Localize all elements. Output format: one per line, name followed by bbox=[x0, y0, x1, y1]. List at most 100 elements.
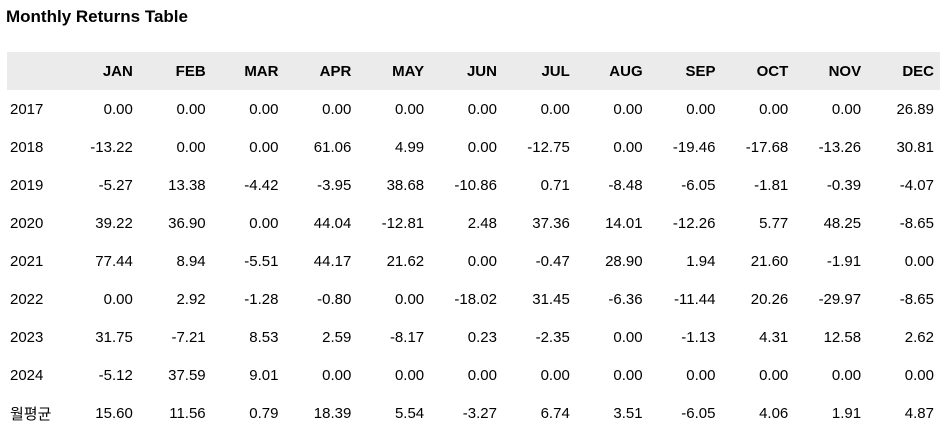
return-value: 0.00 bbox=[249, 214, 279, 232]
monthly-returns-table: JAN FEB MAR APR MAY JUN JUL AUG SEP OCT NOV DEC 201… bbox=[7, 52, 940, 432]
return-value: 2.48 bbox=[467, 214, 497, 232]
return-value: 20.26 bbox=[750, 290, 789, 308]
return-value: 0.71 bbox=[540, 176, 570, 194]
return-value: -10.86 bbox=[454, 176, 497, 194]
return-value: 1.94 bbox=[686, 252, 716, 270]
return-value: -7.21 bbox=[171, 328, 206, 346]
return-value: -8.48 bbox=[608, 176, 643, 194]
return-value: -19.46 bbox=[672, 138, 716, 156]
return-value: -1.28 bbox=[244, 290, 279, 308]
return-value: -0.39 bbox=[826, 176, 862, 194]
monthly-returns-page: Monthly Returns Table JAN FEB MAR APR MAY JUN… bbox=[0, 6, 943, 432]
return-value: 0.00 bbox=[831, 366, 862, 384]
return-value: 31.75 bbox=[95, 328, 133, 346]
return-value: 13.38 bbox=[168, 176, 206, 194]
month-header-jul: JUL bbox=[502, 52, 576, 90]
month-header-apr: APR bbox=[284, 52, 358, 90]
return-value: 44.04 bbox=[313, 214, 352, 232]
return-value: -1.91 bbox=[826, 252, 862, 270]
return-value: 0.00 bbox=[613, 138, 643, 156]
return-value: -13.26 bbox=[818, 138, 862, 156]
table-row: 2023 31.75 -7.21 8.53 2.59 -8.17 0.23 -2.35 0.00… bbox=[7, 318, 940, 356]
return-value: 0.00 bbox=[322, 100, 352, 118]
return-value: 77.44 bbox=[95, 252, 133, 270]
return-value: 18.39 bbox=[313, 404, 352, 422]
return-value: -3.95 bbox=[317, 176, 352, 194]
header-row: JAN FEB MAR APR MAY JUN JUL AUG SEP OCT NOV DEC bbox=[7, 52, 940, 90]
return-value: 0.00 bbox=[249, 100, 279, 118]
return-value: 31.45 bbox=[532, 290, 570, 308]
row-label: 2018 bbox=[10, 138, 44, 156]
return-value: 26.89 bbox=[896, 100, 934, 118]
return-value: 21.60 bbox=[750, 252, 789, 270]
return-value: -0.80 bbox=[317, 290, 352, 308]
table-body: 2017 0.00 0.00 0.00 0.00 0.00 0.00 0.00 0.00 0.00… bbox=[7, 90, 940, 432]
month-header-nov: NOV bbox=[794, 52, 868, 90]
return-value: 0.00 bbox=[540, 366, 570, 384]
return-value: 0.00 bbox=[394, 366, 425, 384]
return-value: -12.26 bbox=[672, 214, 716, 232]
month-header-jun: JUN bbox=[430, 52, 503, 90]
return-value: 0.00 bbox=[759, 100, 789, 118]
return-value: 4.99 bbox=[394, 138, 425, 156]
return-value: 15.60 bbox=[95, 404, 133, 422]
table-header: JAN FEB MAR APR MAY JUN JUL AUG SEP OCT NOV DEC bbox=[7, 52, 940, 90]
month-header-may: MAY bbox=[357, 52, 431, 90]
return-value: -13.22 bbox=[90, 138, 133, 156]
return-value: 0.00 bbox=[176, 138, 206, 156]
month-header-feb: FEB bbox=[138, 52, 212, 90]
month-header-dec: DEC bbox=[867, 52, 940, 90]
return-value: -6.05 bbox=[681, 176, 716, 194]
return-value: 8.94 bbox=[176, 252, 206, 270]
month-header-mar: MAR bbox=[211, 52, 285, 90]
return-value: 3.51 bbox=[613, 404, 643, 422]
return-value: -29.97 bbox=[818, 290, 862, 308]
return-value: -12.75 bbox=[527, 138, 570, 156]
return-value: -1.81 bbox=[754, 176, 789, 194]
row-label: 2022 bbox=[10, 290, 44, 308]
return-value: 2.59 bbox=[322, 328, 352, 346]
month-header-sep: SEP bbox=[648, 52, 722, 90]
row-label: 2017 bbox=[10, 100, 44, 118]
return-value: -4.07 bbox=[899, 176, 934, 194]
return-value: 2.92 bbox=[176, 290, 206, 308]
return-value: -12.81 bbox=[381, 214, 425, 232]
row-label: 2023 bbox=[10, 328, 44, 346]
return-value: 8.53 bbox=[249, 328, 279, 346]
return-value: 61.06 bbox=[313, 138, 352, 156]
table-row: 2021 77.44 8.94 -5.51 44.17 21.62 0.00 -0.47 28.… bbox=[7, 242, 940, 280]
return-value: -1.13 bbox=[681, 328, 716, 346]
return-value: 12.58 bbox=[823, 328, 862, 346]
return-value: 30.81 bbox=[896, 138, 934, 156]
return-value: 0.00 bbox=[613, 100, 643, 118]
return-value: 36.90 bbox=[168, 214, 206, 232]
row-label: 월평균 bbox=[10, 405, 52, 423]
return-value: 5.54 bbox=[394, 404, 425, 422]
return-value: 0.00 bbox=[103, 290, 133, 308]
table-row: 2022 0.00 2.92 -1.28 -0.80 0.00 -18.02 31.45 -6.… bbox=[7, 280, 940, 318]
return-value: 38.68 bbox=[386, 176, 425, 194]
return-value: 9.01 bbox=[249, 366, 279, 384]
return-value: 0.23 bbox=[467, 328, 497, 346]
return-value: 0.00 bbox=[613, 328, 643, 346]
row-label: 2019 bbox=[10, 176, 44, 194]
table-row: 2024 -5.12 37.59 9.01 0.00 0.00 0.00 0.00 0.00 0.… bbox=[7, 356, 940, 394]
return-value: 0.00 bbox=[467, 366, 497, 384]
return-value: 44.17 bbox=[313, 252, 352, 270]
return-value: 14.01 bbox=[605, 214, 643, 232]
return-value: 0.00 bbox=[613, 366, 643, 384]
month-header-jan: JAN bbox=[66, 52, 139, 90]
return-value: 48.25 bbox=[823, 214, 862, 232]
table-row: 월평균 15.60 11.56 0.79 18.39 5.54 -3.27 6.74 3.51 -… bbox=[7, 394, 940, 432]
return-value: -3.27 bbox=[462, 404, 497, 422]
return-value: 0.00 bbox=[322, 366, 352, 384]
table-row: 2020 39.22 36.90 0.00 44.04 -12.81 2.48 37.36 14… bbox=[7, 204, 940, 242]
return-value: 0.00 bbox=[759, 366, 789, 384]
table-row: 2017 0.00 0.00 0.00 0.00 0.00 0.00 0.00 0.00 0.00… bbox=[7, 90, 940, 128]
table-row: 2018 -13.22 0.00 0.00 61.06 4.99 0.00 -12.75 0.0… bbox=[7, 128, 940, 166]
return-value: 39.22 bbox=[95, 214, 133, 232]
return-value: 0.00 bbox=[176, 100, 206, 118]
return-value: 2.62 bbox=[904, 328, 934, 346]
return-value: -11.44 bbox=[674, 290, 716, 308]
row-label: 2020 bbox=[10, 214, 44, 232]
